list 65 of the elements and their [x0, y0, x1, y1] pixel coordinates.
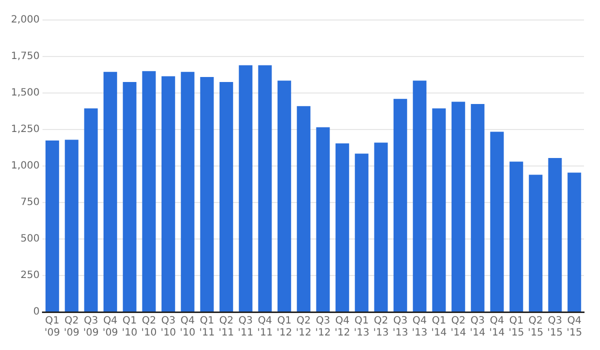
bar	[490, 132, 504, 312]
x-tick-label: Q4 '15	[566, 316, 582, 339]
x-tick-label: Q1 '13	[354, 316, 370, 339]
bar	[412, 80, 426, 312]
y-tick-label: 1,250	[10, 124, 40, 136]
x-tick-label: Q1 '10	[122, 316, 138, 339]
bar	[104, 72, 118, 312]
x-tick-label: Q3 '09	[83, 316, 99, 339]
bar	[220, 82, 234, 312]
x-tick-label: Q4 '12	[334, 316, 350, 339]
bar	[278, 80, 292, 312]
x-tick-label: Q2 '15	[528, 316, 544, 339]
x-tick-label: Q1 '12	[276, 316, 292, 339]
x-tick-label: Q3 '11	[238, 316, 254, 339]
bar	[64, 140, 78, 312]
x-tick-label: Q3 '15	[547, 316, 563, 339]
x-tick-label: Q1 '09	[44, 316, 60, 339]
x-tick-label: Q3 '10	[160, 316, 176, 339]
x-tick-label: Q4 '10	[180, 316, 196, 339]
x-tick-label: Q2 '13	[373, 316, 389, 339]
bar	[432, 108, 446, 312]
y-tick-label: 0	[33, 306, 40, 318]
x-tick-label: Q2 '14	[450, 316, 466, 339]
bar	[354, 154, 368, 312]
x-tick-label: Q4 '09	[102, 316, 118, 339]
x-tick-label: Q1 '15	[508, 316, 524, 339]
bar	[122, 82, 136, 312]
bar	[528, 174, 542, 312]
x-tick-label: Q3 '12	[315, 316, 331, 339]
x-tick-label: Q2 '09	[64, 316, 80, 339]
x-tick-label: Q3 '14	[470, 316, 486, 339]
bar	[394, 98, 408, 312]
bar	[162, 76, 176, 312]
y-tick-label: 2,000	[10, 14, 40, 26]
bar	[374, 142, 388, 312]
bar	[452, 102, 466, 312]
y-tick-label: 250	[20, 270, 40, 282]
bar	[84, 108, 98, 312]
y-tick-label: 1,500	[10, 88, 40, 99]
bar	[336, 143, 350, 312]
y-tick-label: 500	[20, 234, 40, 245]
bar	[200, 76, 214, 312]
bar	[548, 158, 562, 312]
bar	[46, 140, 60, 312]
bar	[180, 72, 194, 312]
bar	[258, 65, 272, 312]
bar	[510, 162, 524, 312]
bar	[142, 71, 156, 312]
x-tick-label: Q2 '12	[296, 316, 312, 339]
x-tick-label: Q1 '14	[431, 316, 447, 339]
y-tick-label: 1,750	[10, 51, 40, 62]
x-tick-label: Q3 '13	[392, 316, 408, 339]
bar	[316, 127, 330, 312]
x-tick-label: Q1 '11	[199, 316, 215, 339]
bar	[238, 65, 252, 312]
y-tick-label: 1,000	[10, 160, 40, 172]
x-tick-label: Q2 '11	[218, 316, 234, 339]
bar	[568, 172, 582, 312]
y-tick-label: 750	[20, 197, 40, 208]
x-tick-label: Q2 '10	[141, 316, 157, 339]
x-tick-label: Q4 '11	[257, 316, 273, 339]
bar	[470, 104, 484, 312]
x-tick-label: Q4 '14	[489, 316, 505, 339]
x-tick-label: Q4 '13	[412, 316, 428, 339]
bar	[296, 106, 310, 312]
